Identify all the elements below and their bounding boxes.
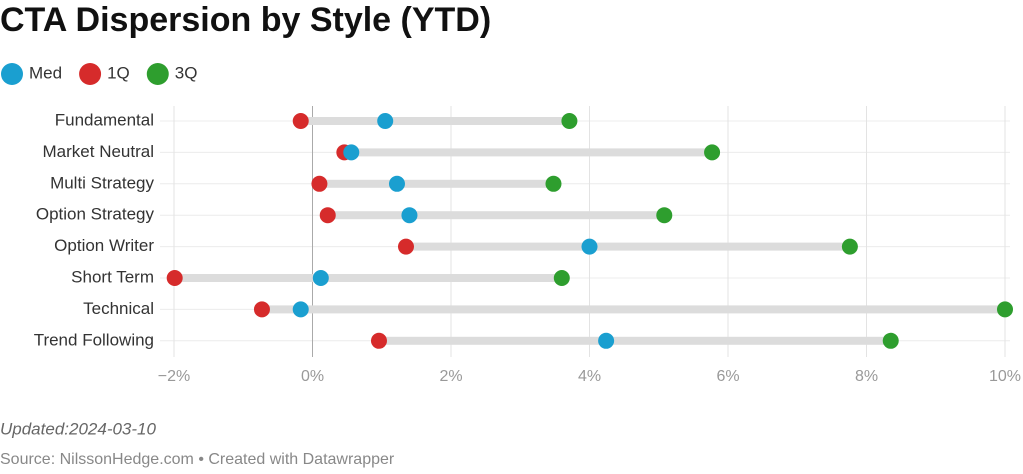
legend-swatch xyxy=(1,63,23,85)
dot xyxy=(397,238,414,255)
dot xyxy=(581,238,598,255)
legend-label: 3Q xyxy=(175,63,198,82)
dot xyxy=(343,144,360,161)
range-bar xyxy=(300,117,570,125)
y-tick-label: Fundamental xyxy=(55,110,154,129)
dot xyxy=(997,301,1013,318)
x-tick-label: 2% xyxy=(439,368,462,385)
x-tick-label: 0% xyxy=(301,368,324,385)
x-tick-label: 8% xyxy=(855,368,878,385)
range-bar xyxy=(327,211,665,220)
x-tick-label: 4% xyxy=(578,368,601,385)
range-bar xyxy=(261,305,1005,314)
dot xyxy=(311,175,328,192)
dot xyxy=(319,207,336,224)
y-tick-label: Short Term xyxy=(71,267,154,286)
dot xyxy=(253,301,270,318)
dot xyxy=(656,207,673,224)
y-tick-label: Market Neutral xyxy=(43,142,154,161)
dot xyxy=(377,113,394,129)
dot xyxy=(545,175,562,192)
dot xyxy=(312,270,329,286)
dot xyxy=(292,113,309,129)
dot xyxy=(598,332,615,349)
y-tick-label: Option Writer xyxy=(54,236,154,255)
dot xyxy=(166,270,183,286)
legend-label: 1Q xyxy=(107,63,130,82)
source: Source: NilssonHedge.com • Created with … xyxy=(0,451,395,468)
legend-swatch xyxy=(79,63,102,85)
range-bar xyxy=(174,274,562,282)
chart-title: CTA Dispersion by Style (YTD) xyxy=(0,1,491,39)
y-tick-label: Multi Strategy xyxy=(50,173,154,192)
dot xyxy=(292,301,309,318)
range-bar xyxy=(319,179,554,188)
range-bar xyxy=(405,242,850,251)
dot xyxy=(882,332,899,349)
legend-label: Med xyxy=(29,63,62,82)
dot xyxy=(704,144,721,161)
dot xyxy=(561,113,578,129)
x-tick-label: 6% xyxy=(716,368,739,385)
y-tick-label: Technical xyxy=(83,299,154,318)
legend-swatch xyxy=(146,63,169,85)
y-tick-label: Trend Following xyxy=(34,330,154,349)
range-bar xyxy=(378,336,891,345)
dot xyxy=(553,270,570,286)
x-tick-label: −2% xyxy=(158,368,190,385)
dot xyxy=(841,238,858,255)
dot xyxy=(401,207,418,224)
x-tick-label: 10% xyxy=(989,368,1021,385)
dot xyxy=(370,332,387,349)
range-bar xyxy=(344,148,713,157)
note: Updated:2024-03-10 xyxy=(0,419,157,438)
y-tick-label: Option Strategy xyxy=(36,205,155,224)
dot xyxy=(388,175,405,192)
